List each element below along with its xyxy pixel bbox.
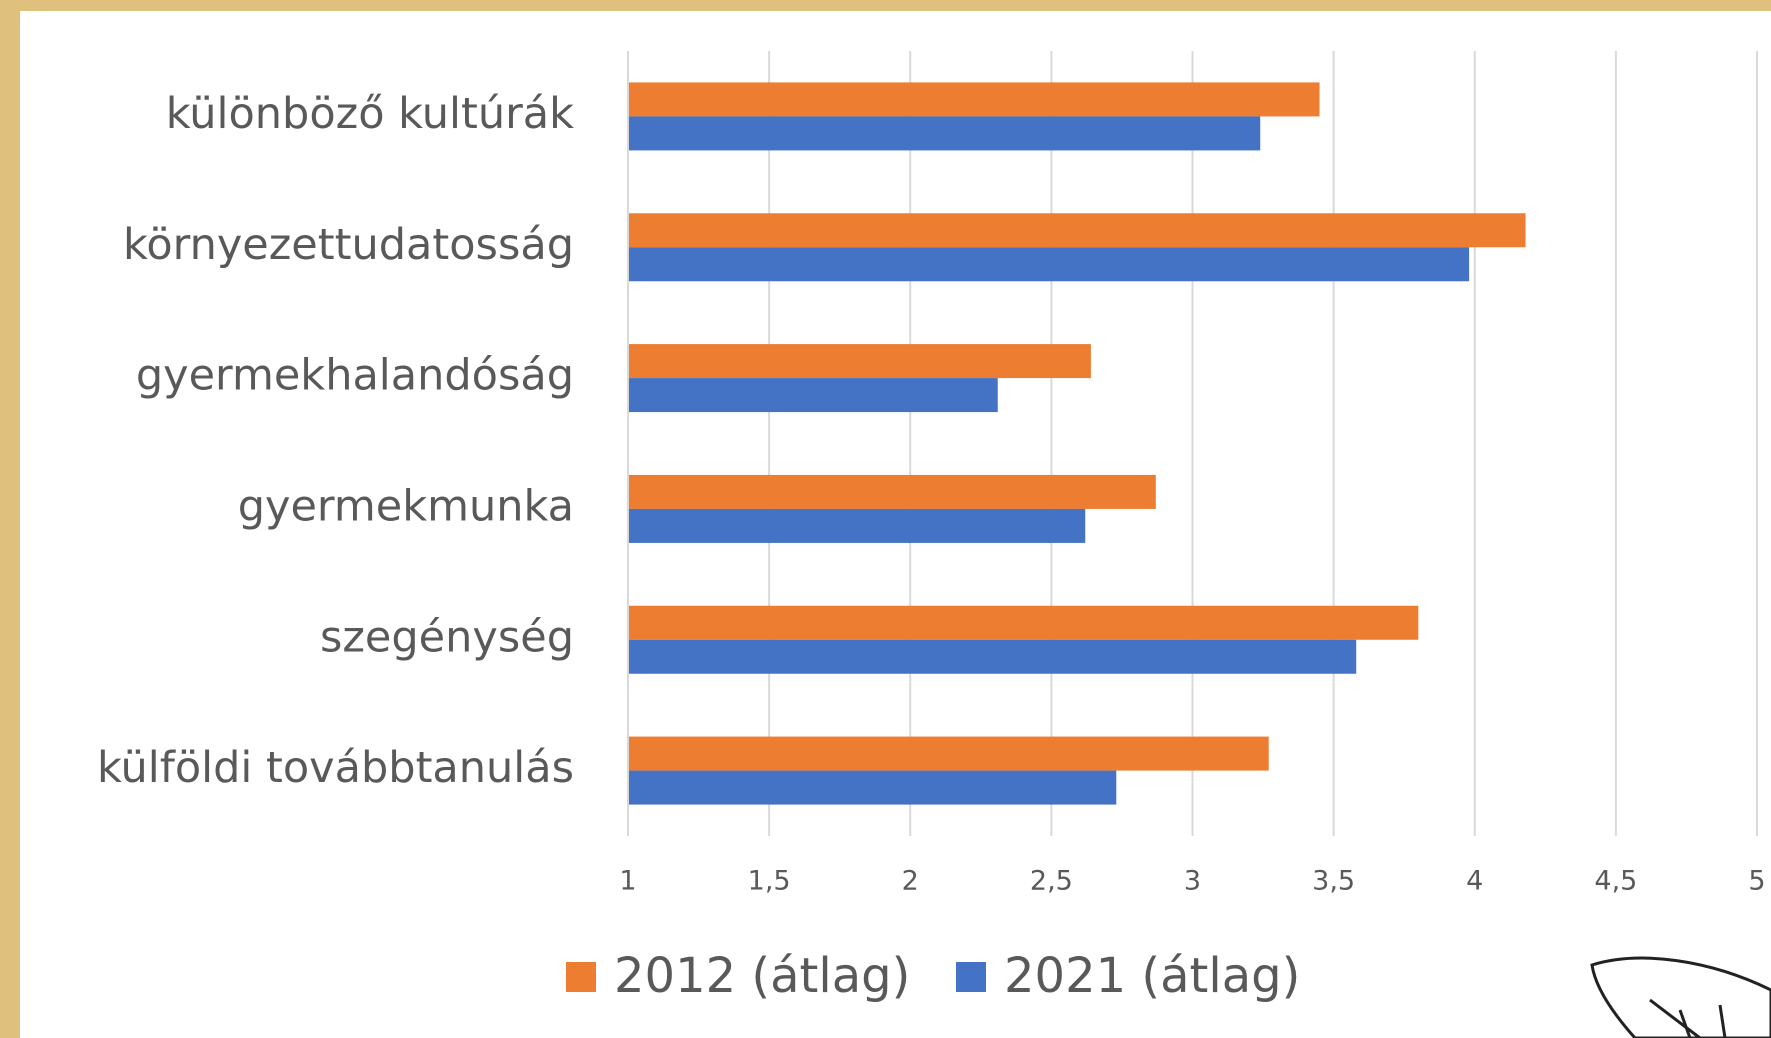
category-label: különböző kultúrák <box>166 89 574 139</box>
chart: 1 1,5 2 2,5 3 3,5 4 4,5 5 különböző kultúrák körny… <box>0 0 1771 1038</box>
bar <box>628 116 1260 150</box>
category-label: külföldi továbbtanulás <box>97 743 574 793</box>
x-tick-label: 4 <box>1466 866 1483 897</box>
legend-label: 2021 (átlag) <box>1004 948 1300 1004</box>
frame-left <box>0 0 20 1038</box>
category-label: gyermekhalandóság <box>136 351 574 401</box>
bar <box>628 640 1356 674</box>
bar <box>628 213 1526 247</box>
x-tick-label: 5 <box>1748 866 1765 897</box>
category-label: szegénység <box>320 612 574 662</box>
x-tick-label: 1 <box>619 866 636 897</box>
bar <box>628 737 1269 771</box>
category-label: gyermekmunka <box>238 481 574 531</box>
legend-swatch <box>956 962 986 992</box>
legend-swatch <box>566 962 596 992</box>
bar <box>628 344 1091 378</box>
frame-top <box>0 0 1771 11</box>
bar <box>628 247 1469 281</box>
bar <box>628 509 1085 543</box>
x-tick-label: 4,5 <box>1594 866 1637 897</box>
x-tick-label: 3,5 <box>1312 866 1355 897</box>
x-tick-label: 2,5 <box>1030 866 1073 897</box>
x-tick-label: 1,5 <box>748 866 791 897</box>
x-tick-label: 3 <box>1184 866 1201 897</box>
page: {"chart_data": {"type": "bar", "orientat… <box>0 0 1771 1038</box>
bar <box>628 606 1418 640</box>
bar <box>628 771 1116 805</box>
legend-label: 2012 (átlag) <box>614 948 910 1004</box>
category-label: környezettudatosság <box>123 220 574 270</box>
bar <box>628 475 1156 509</box>
bar <box>628 82 1320 116</box>
leaf-decoration <box>1592 958 1771 1038</box>
x-tick-label: 2 <box>902 866 919 897</box>
bar <box>628 378 998 412</box>
